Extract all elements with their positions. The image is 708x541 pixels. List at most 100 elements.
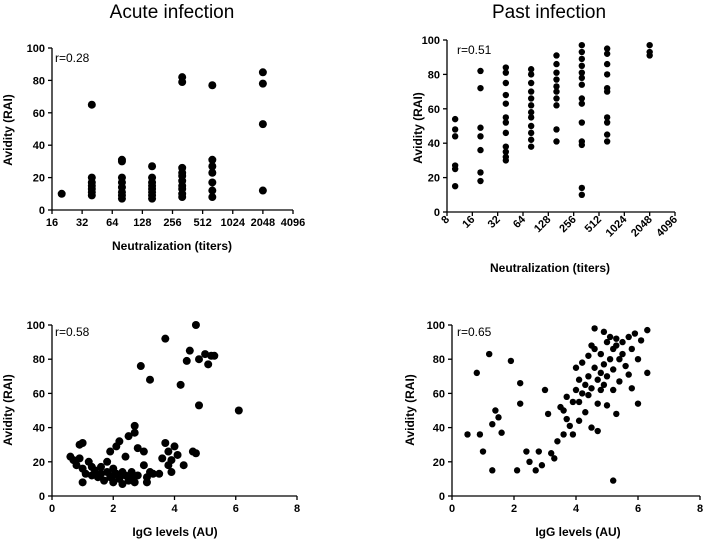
- data-point: [477, 124, 484, 131]
- data-point: [600, 328, 608, 336]
- data-point: [563, 393, 570, 401]
- y-tick-label: 100: [427, 320, 445, 332]
- data-point: [451, 165, 459, 173]
- x-tick-label: 128: [532, 214, 553, 235]
- data-point: [526, 458, 533, 465]
- data-point: [603, 114, 611, 121]
- data-point: [208, 186, 217, 195]
- data-point: [527, 95, 535, 102]
- x-tick-label: 8: [697, 503, 703, 515]
- data-point: [502, 69, 510, 76]
- data-point: [578, 55, 586, 63]
- y-tick-label: 80: [428, 69, 440, 81]
- data-point: [553, 102, 560, 109]
- data-point: [582, 381, 589, 389]
- y-tick-label: 20: [33, 173, 45, 185]
- y-axis-label: Avidity (RAI): [1, 374, 15, 446]
- data-point: [517, 379, 524, 387]
- data-point: [625, 333, 632, 341]
- data-point: [541, 386, 549, 394]
- data-point: [451, 115, 459, 123]
- data-point: [178, 78, 187, 87]
- data-point: [115, 437, 124, 446]
- data-point: [591, 325, 598, 332]
- data-point: [597, 369, 604, 377]
- data-point: [563, 415, 570, 423]
- data-point: [142, 478, 151, 487]
- data-point: [195, 401, 203, 410]
- data-point: [502, 64, 510, 71]
- data-point: [578, 81, 586, 88]
- data-point: [208, 178, 217, 187]
- data-point: [208, 155, 217, 164]
- data-point: [603, 71, 611, 78]
- data-point: [117, 157, 126, 166]
- panel-title-acute: Acute infection: [110, 2, 235, 23]
- data-point: [553, 126, 560, 133]
- data-point: [81, 469, 90, 478]
- y-tick-label: 0: [39, 491, 45, 503]
- r-value-past-neutralization: r=0.51: [457, 43, 492, 57]
- data-point: [146, 375, 154, 384]
- data-point: [164, 447, 173, 456]
- data-point: [585, 373, 592, 380]
- data-point: [613, 335, 620, 342]
- data-point: [136, 362, 145, 371]
- data-point: [502, 143, 510, 150]
- x-tick-label: 0: [449, 503, 455, 515]
- data-point: [613, 342, 620, 349]
- data-point: [591, 364, 598, 371]
- data-point: [502, 79, 510, 87]
- y-tick-label: 40: [428, 138, 440, 150]
- data-point: [258, 79, 267, 88]
- data-point: [597, 350, 604, 358]
- x-tick-label: 256: [557, 214, 578, 235]
- data-point: [204, 360, 213, 369]
- x-tick-label: 1024: [221, 217, 246, 229]
- y-axis-label: Avidity (RAI): [403, 374, 417, 446]
- data-point: [610, 477, 617, 484]
- data-point: [130, 428, 139, 437]
- x-tick-label: 512: [583, 214, 604, 235]
- data-point: [603, 402, 611, 409]
- r-value-past-igg: r=0.65: [457, 325, 492, 339]
- data-point: [258, 186, 267, 195]
- data-point: [182, 356, 191, 365]
- data-point: [502, 148, 510, 155]
- x-tick-label: 2048: [251, 217, 275, 229]
- data-point: [195, 355, 203, 364]
- data-point: [578, 69, 586, 76]
- panel-acute-igg: r=0.58 Avidity (RAI) IgG levels (AU) 020…: [1, 320, 300, 539]
- data-point: [118, 480, 127, 489]
- data-point: [553, 69, 560, 76]
- x-axis-label: IgG levels (AU): [132, 525, 217, 539]
- data-point: [109, 478, 118, 487]
- data-point: [97, 469, 105, 478]
- data-point: [594, 400, 601, 407]
- x-tick-label: 256: [163, 217, 181, 229]
- data-point: [117, 194, 126, 203]
- data-point: [553, 88, 560, 95]
- data-point: [87, 100, 96, 109]
- panel-past-igg: r=0.65 Avidity (RAI) IgG levels (AU) 020…: [403, 320, 703, 539]
- data-point: [578, 62, 586, 69]
- r-value-acute-neutralization: r=0.28: [55, 51, 90, 65]
- data-point: [489, 420, 496, 428]
- x-tick-label: 2: [110, 503, 116, 515]
- data-point: [451, 133, 459, 140]
- data-point: [553, 83, 560, 90]
- data-point: [507, 357, 515, 365]
- data-point: [527, 143, 535, 150]
- data-point: [527, 129, 535, 137]
- data-point: [582, 409, 589, 416]
- y-tick-label: 100: [27, 43, 45, 55]
- y-tick-label: 60: [33, 388, 45, 400]
- y-tick-label: 0: [434, 207, 440, 219]
- y-tick-label: 40: [33, 140, 45, 152]
- data-point: [578, 41, 586, 49]
- data-point: [603, 50, 611, 57]
- data-point: [594, 376, 601, 383]
- panel-past-neutralization: Past infection r=0.51 Avidity (RAI) Neut…: [411, 2, 680, 275]
- data-point: [572, 386, 580, 394]
- data-point: [495, 414, 502, 421]
